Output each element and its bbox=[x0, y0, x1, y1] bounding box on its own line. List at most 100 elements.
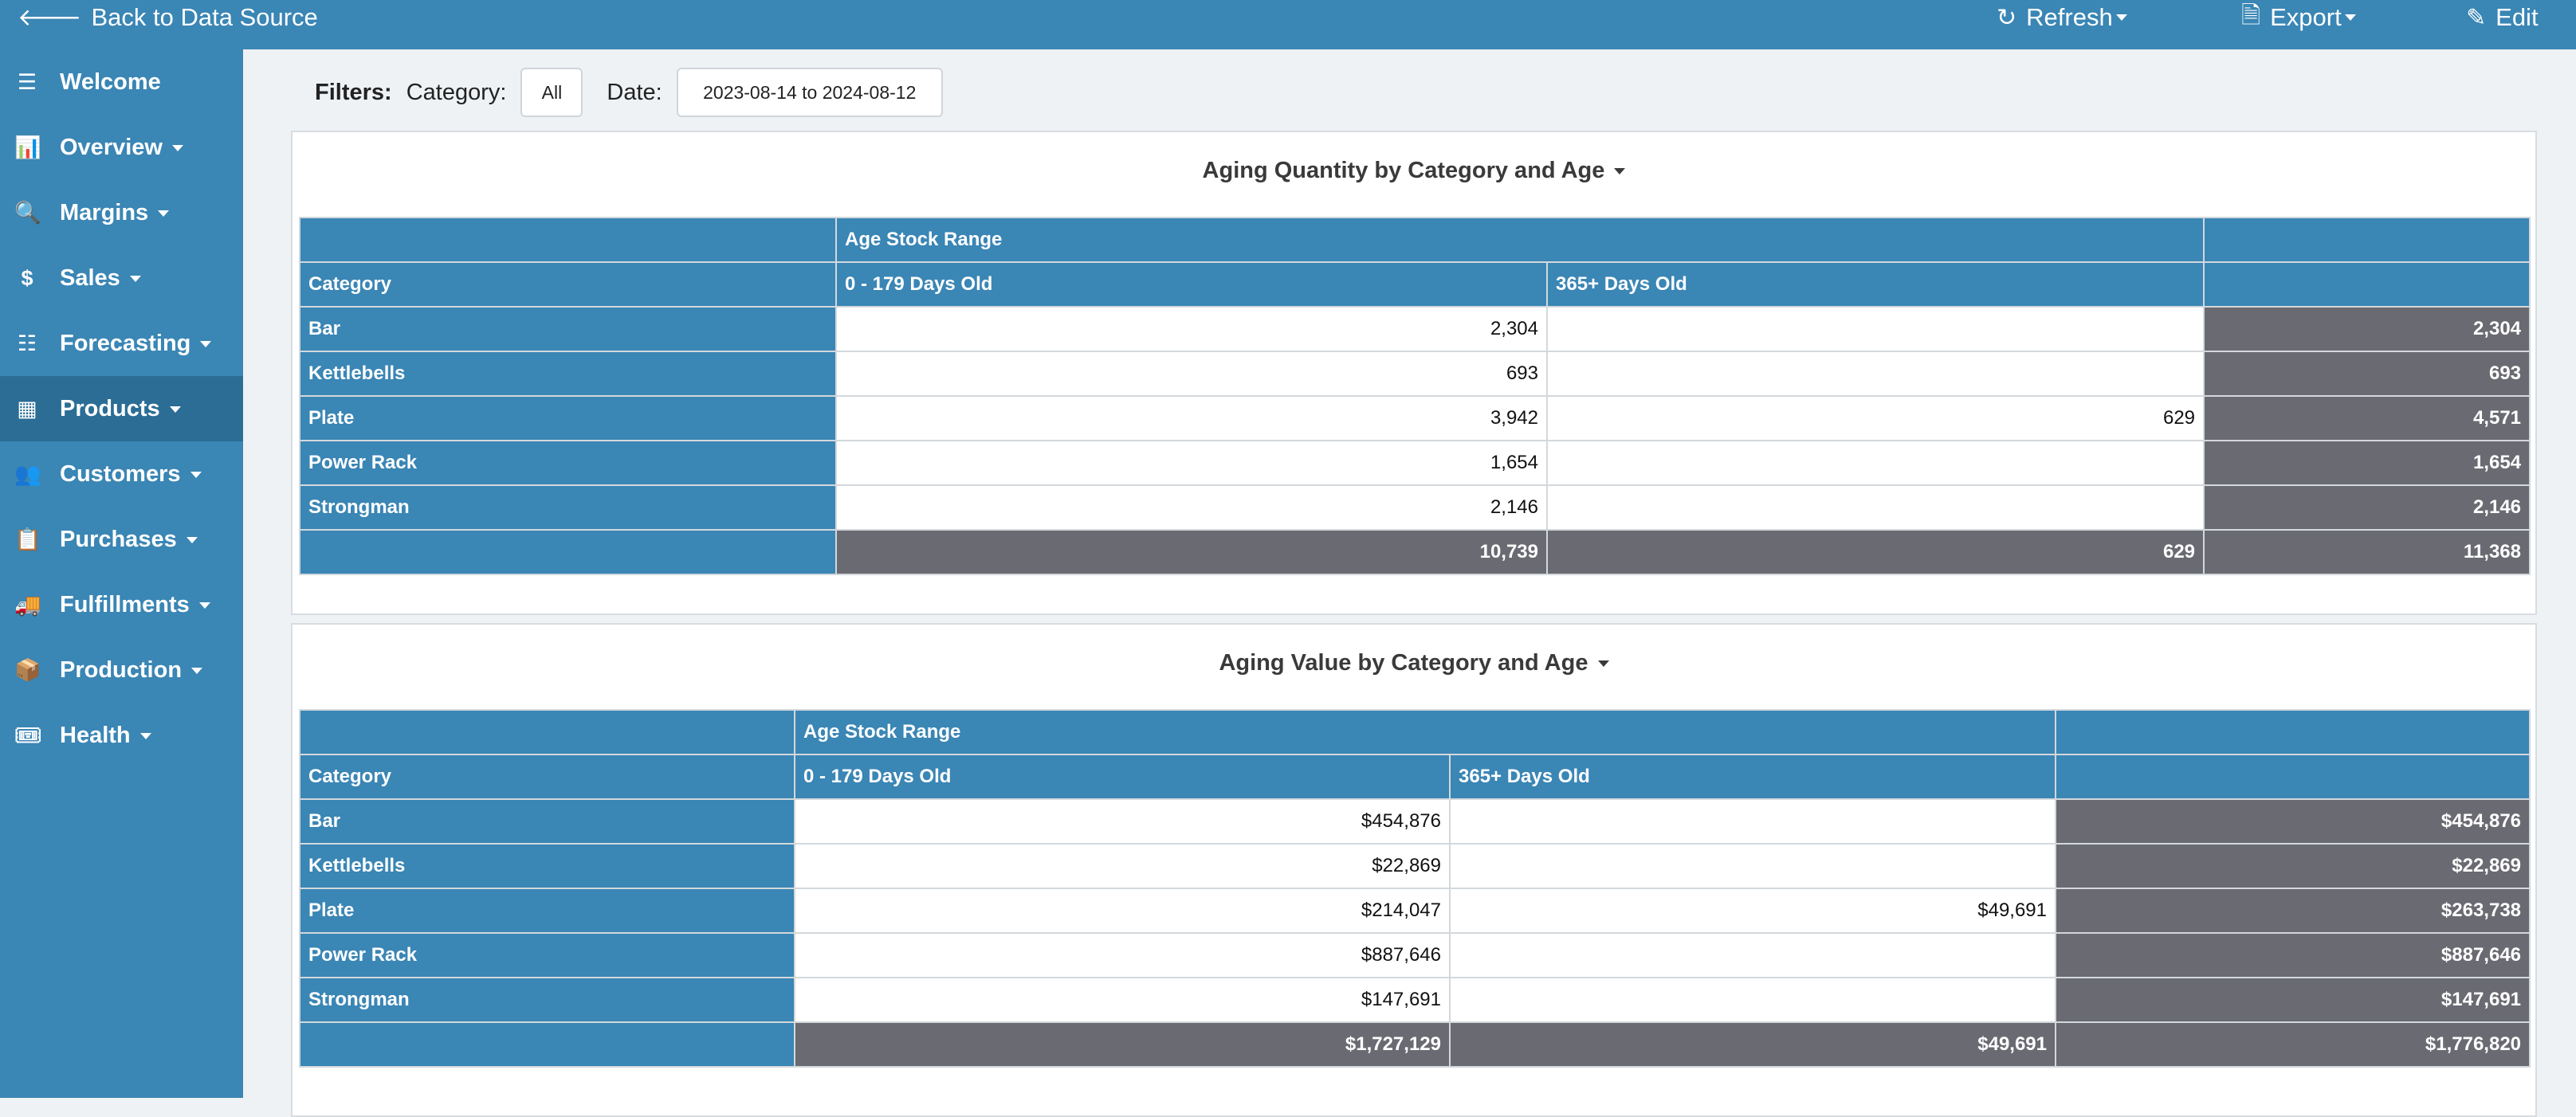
category-filter-button[interactable]: All bbox=[520, 68, 583, 117]
sidebar-item-fulfillments[interactable]: 🚚 Fulfillments bbox=[0, 572, 243, 637]
value-cell bbox=[1448, 932, 2057, 978]
sidebar-item-sales[interactable]: $ Sales bbox=[0, 245, 243, 311]
row-total-cell: 2,304 bbox=[2203, 306, 2531, 352]
sidebar-item-welcome[interactable]: ☰ Welcome bbox=[0, 49, 243, 115]
sidebar-item-overview[interactable]: 📊 Overview bbox=[0, 115, 243, 180]
grand-total-cell: 11,368 bbox=[2203, 529, 2531, 575]
value-cell: $887,646 bbox=[794, 932, 1451, 978]
value-cell: $22,869 bbox=[794, 843, 1451, 889]
chevron-down-icon bbox=[2115, 14, 2127, 21]
box-open-icon: 📦 bbox=[14, 658, 41, 682]
column-total-cell: $1,727,129 bbox=[794, 1021, 1451, 1068]
column-total-cell: 629 bbox=[1545, 529, 2205, 575]
value-cell: 2,146 bbox=[835, 484, 1548, 531]
sidebar-item-customers[interactable]: 👥 Customers bbox=[0, 441, 243, 507]
totals-row: $1,727,129 $49,691 $1,776,820 bbox=[299, 1021, 2531, 1068]
table-row: Power Rack $887,646 $887,646 bbox=[299, 932, 2531, 978]
column-group-header: Age Stock Range bbox=[793, 709, 2057, 755]
edit-button[interactable]: ✎ Edit bbox=[2466, 0, 2539, 35]
sidebar-item-purchases[interactable]: 📋 Purchases bbox=[0, 507, 243, 572]
value-cell: 2,304 bbox=[835, 306, 1548, 352]
column-header: 365+ Days Old bbox=[1545, 261, 2205, 308]
totals-row: 10,739 629 11,368 bbox=[299, 529, 2531, 575]
chevron-down-icon bbox=[2344, 14, 2356, 21]
table-row: Bar 2,304 2,304 bbox=[299, 306, 2531, 352]
value-cell bbox=[1545, 306, 2205, 352]
column-total-cell: 10,739 bbox=[835, 529, 1548, 575]
sidebar-item-margins[interactable]: 🔍 Margins bbox=[0, 180, 243, 245]
row-header: Category bbox=[299, 261, 837, 308]
table-header-row: Category 0 - 179 Days Old 365+ Days Old bbox=[299, 754, 2531, 800]
export-label: Export bbox=[2270, 3, 2342, 31]
sidebar-item-label: Customers bbox=[60, 461, 202, 488]
grand-total-cell: $1,776,820 bbox=[2055, 1021, 2531, 1068]
refresh-icon: ↻ bbox=[1997, 4, 2017, 31]
refresh-button[interactable]: ↻ Refresh bbox=[1997, 0, 2127, 35]
sidebar-item-label: Margins bbox=[60, 200, 170, 226]
row-total-cell: $22,869 bbox=[2055, 843, 2531, 889]
column-header: 365+ Days Old bbox=[1448, 754, 2057, 800]
file-export-icon: 🗎 bbox=[2241, 2, 2261, 29]
table-row: Bar $454,876 $454,876 bbox=[299, 798, 2531, 845]
table-row: Strongman $147,691 $147,691 bbox=[299, 977, 2531, 1023]
value-cell bbox=[1545, 351, 2205, 397]
chevron-down-icon bbox=[1597, 660, 1609, 668]
sidebar-item-forecasting[interactable]: ☷ Forecasting bbox=[0, 311, 243, 376]
sidebar-item-label: Production bbox=[60, 657, 203, 684]
aging-quantity-panel: Aging Quantity by Category and Age Age S… bbox=[291, 131, 2537, 615]
value-cell bbox=[1545, 440, 2205, 486]
back-label: Back to Data Source bbox=[91, 3, 318, 31]
database-icon: ☷ bbox=[17, 331, 37, 355]
sidebar-item-label: Health bbox=[60, 723, 151, 749]
value-cell bbox=[1448, 843, 2057, 889]
refresh-label: Refresh bbox=[2026, 3, 2113, 31]
panel-title[interactable]: Aging Value by Category and Age bbox=[293, 650, 2535, 676]
category-cell: Strongman bbox=[299, 977, 795, 1023]
filters-label: Filters: bbox=[315, 79, 392, 105]
sidebar-item-label: Purchases bbox=[60, 527, 198, 553]
sidebar-item-products[interactable]: ▦ Products bbox=[0, 376, 243, 441]
value-cell: $454,876 bbox=[794, 798, 1451, 845]
table-row: Plate $214,047 $49,691 $263,738 bbox=[299, 888, 2531, 934]
column-group-header: Age Stock Range bbox=[834, 217, 2205, 263]
table-row: Power Rack 1,654 1,654 bbox=[299, 440, 2531, 486]
category-cell: Plate bbox=[299, 888, 795, 934]
sidebar-item-label: Overview bbox=[60, 135, 184, 161]
value-cell bbox=[1448, 798, 2057, 845]
table-row: Kettlebells $22,869 $22,869 bbox=[299, 843, 2531, 889]
aging-value-table: Age Stock Range Category 0 - 179 Days Ol… bbox=[299, 709, 2531, 1068]
value-cell: 629 bbox=[1545, 395, 2205, 441]
category-cell: Power Rack bbox=[299, 932, 795, 978]
row-total-cell: 4,571 bbox=[2203, 395, 2531, 441]
value-cell: $49,691 bbox=[1448, 888, 2057, 934]
date-filter-button[interactable]: 2023-08-14 to 2024-08-12 bbox=[676, 68, 943, 117]
column-header: 0 - 179 Days Old bbox=[835, 261, 1548, 308]
category-cell: Kettlebells bbox=[299, 843, 795, 889]
sidebar-item-label: Sales bbox=[60, 265, 141, 292]
menu-icon: ☰ bbox=[17, 69, 37, 94]
column-header: 0 - 179 Days Old bbox=[794, 754, 1451, 800]
table-row: Strongman 2,146 2,146 bbox=[299, 484, 2531, 531]
boxes-icon: ▦ bbox=[17, 396, 37, 421]
row-total-cell: 693 bbox=[2203, 351, 2531, 397]
export-button[interactable]: 🗎 Export bbox=[2241, 0, 2356, 35]
sidebar-item-health[interactable]: 🎟 Health bbox=[0, 703, 243, 768]
panel-title[interactable]: Aging Quantity by Category and Age bbox=[293, 158, 2535, 184]
row-total-cell: $147,691 bbox=[2055, 977, 2531, 1023]
edit-label: Edit bbox=[2496, 3, 2539, 31]
category-cell: Bar bbox=[299, 798, 795, 845]
row-total-cell: 2,146 bbox=[2203, 484, 2531, 531]
category-filter-label: Category: bbox=[406, 79, 507, 105]
ticket-icon: 🎟 bbox=[14, 723, 42, 747]
sidebar-item-production[interactable]: 📦 Production bbox=[0, 637, 243, 703]
table-row: Kettlebells 693 693 bbox=[299, 351, 2531, 397]
top-bar: 🡐 Back to Data Source ↻ Refresh 🗎 Export… bbox=[0, 0, 2576, 49]
aging-value-panel: Aging Value by Category and Age Age Stoc… bbox=[291, 623, 2537, 1117]
category-cell: Strongman bbox=[299, 484, 837, 531]
chevron-down-icon bbox=[1614, 168, 1626, 175]
row-total-cell: 1,654 bbox=[2203, 440, 2531, 486]
row-total-cell: $454,876 bbox=[2055, 798, 2531, 845]
back-to-data-source-link[interactable]: 🡐 Back to Data Source bbox=[18, 0, 318, 35]
edit-icon: ✎ bbox=[2466, 4, 2487, 31]
sidebar-item-label: Welcome bbox=[60, 69, 161, 95]
